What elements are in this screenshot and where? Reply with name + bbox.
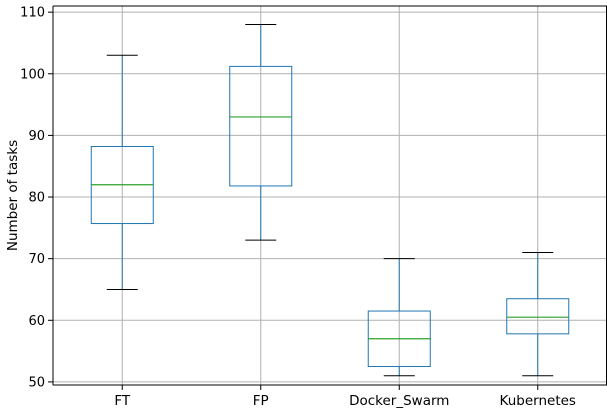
- y-tick-label: 80: [28, 191, 45, 206]
- y-tick-label: 50: [28, 375, 45, 390]
- x-tick-label-docker-swarm: Docker_Swarm: [349, 393, 449, 408]
- box-series: [90, 23, 570, 377]
- box-docker-swarm: [367, 258, 431, 377]
- box-kubernetes: [506, 252, 570, 377]
- y-tick-label: 70: [28, 252, 45, 267]
- y-tick-label: 110: [20, 6, 45, 21]
- iqr-box: [229, 65, 293, 187]
- y-tick-label: 100: [20, 67, 45, 82]
- box-fp: [229, 23, 293, 241]
- grid-lines: [53, 6, 607, 385]
- y-tick-label: 90: [28, 129, 45, 144]
- iqr-box: [506, 298, 570, 335]
- box-ft: [90, 54, 154, 290]
- x-tick-label-fp: FP: [253, 393, 269, 408]
- axes: 50 60 70 80 90 100 110 FT FP Docker_Swarm Kubernet…: [20, 5, 607, 408]
- y-axis-title: Number of tasks: [5, 140, 21, 251]
- y-tick-label: 60: [28, 314, 45, 329]
- x-tick-label-ft: FT: [114, 393, 131, 408]
- x-tick-label-kubernetes: Kubernetes: [500, 393, 576, 408]
